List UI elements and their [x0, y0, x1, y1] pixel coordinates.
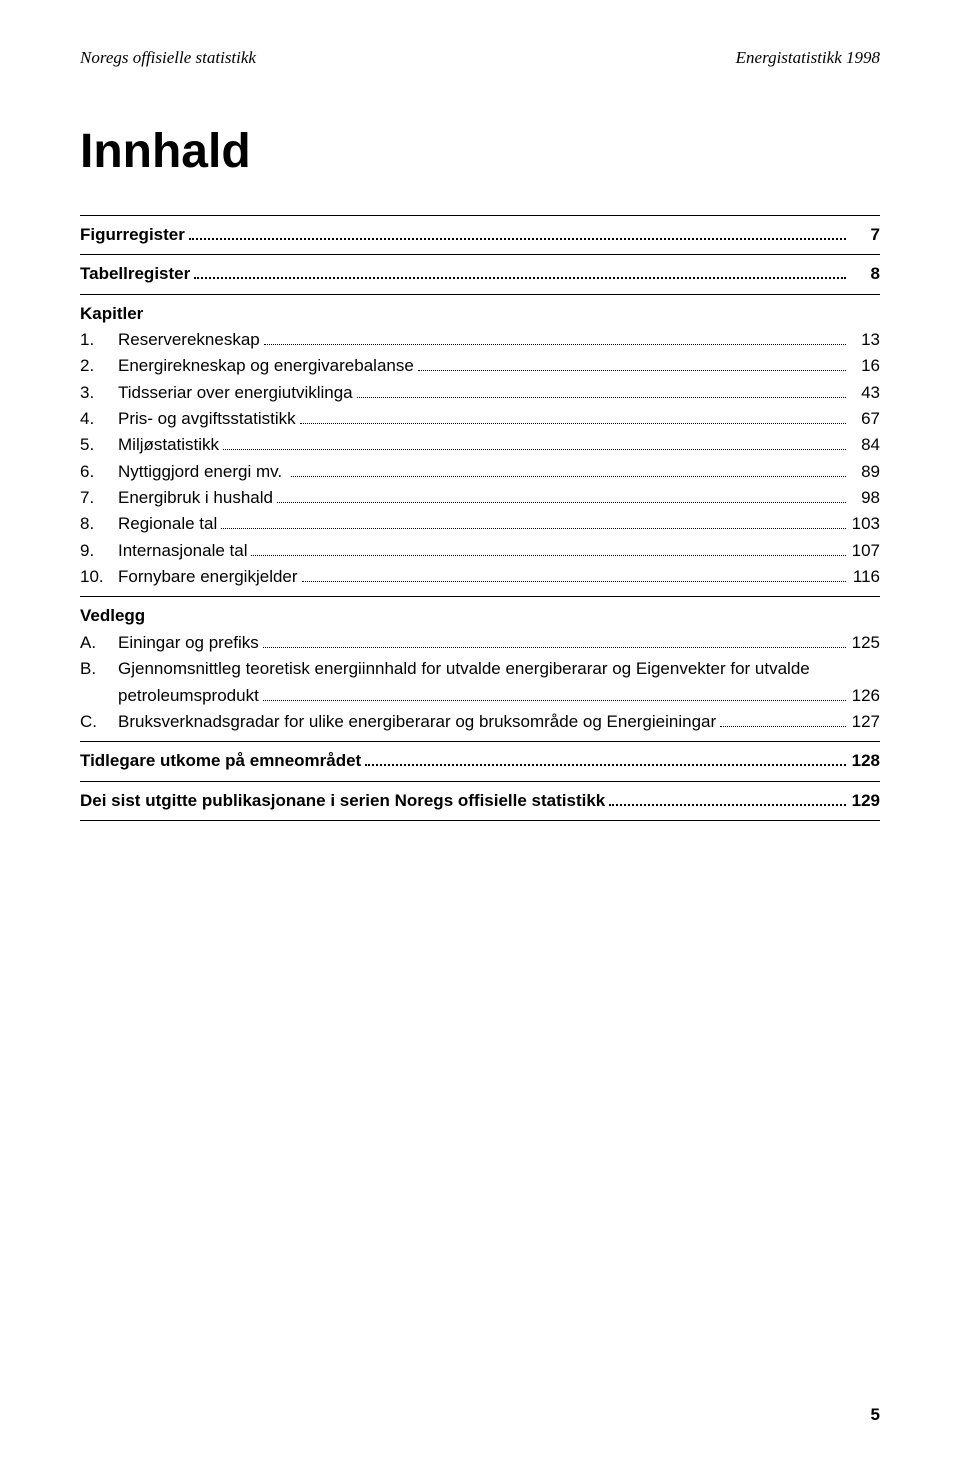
toc-entry-page: 98 — [850, 485, 880, 511]
toc-leader-dots — [221, 528, 846, 529]
toc-entry-label: Tidsseriar over energiutviklinga — [118, 380, 353, 406]
toc-entry-number: 5. — [80, 432, 118, 458]
toc-entry-page: 16 — [850, 353, 880, 379]
toc-leader-dots — [263, 700, 846, 701]
toc-section-heading: Vedlegg — [80, 603, 880, 629]
toc-entry-label: Nyttiggjord energi mv. — [118, 459, 287, 485]
toc-entry-label: Energibruk i hushald — [118, 485, 273, 511]
toc-entry: Tabellregister 8 — [80, 261, 880, 287]
toc-entry: 10.Fornybare energikjelder 116 — [80, 564, 880, 590]
toc-entry-page: 13 — [850, 327, 880, 353]
toc-entry-label: Tabellregister — [80, 261, 190, 287]
toc-leader-dots — [277, 502, 846, 503]
toc-entry-label: Fornybare energikjelder — [118, 564, 298, 590]
toc-entry-label: Gjennomsnittleg teoretisk energiinnhald … — [118, 656, 810, 682]
toc-entry: 9.Internasjonale tal 107 — [80, 538, 880, 564]
toc-section: Tidlegare utkome på emneområdet 128 — [80, 741, 880, 780]
toc-section: VedleggA.Einingar og prefiks125B.Gjennom… — [80, 596, 880, 741]
toc-leader-dots — [189, 238, 846, 240]
header-left: Noregs offisielle statistikk — [80, 48, 256, 68]
toc-leader-dots — [720, 726, 846, 727]
page-number: 5 — [871, 1405, 880, 1425]
header-right: Energistatistikk 1998 — [736, 48, 880, 68]
toc-entry-page: 43 — [850, 380, 880, 406]
toc-entry-number: 4. — [80, 406, 118, 432]
toc-entry-number: 6. — [80, 459, 118, 485]
toc-entry-label: Einingar og prefiks — [118, 630, 259, 656]
toc-entry: B.Gjennomsnittleg teoretisk energiinnhal… — [80, 656, 880, 682]
toc-entry-label: Dei sist utgitte publikasjonane i serien… — [80, 788, 605, 814]
toc-entry: 6.Nyttiggjord energi mv. 89 — [80, 459, 880, 485]
toc-leader-dots — [609, 804, 846, 806]
toc-entry: 4.Pris- og avgiftsstatistikk 67 — [80, 406, 880, 432]
toc-entry-page: 107 — [850, 538, 880, 564]
toc-entry-number: 9. — [80, 538, 118, 564]
toc-section: Kapitler1.Reserverekneskap132.Energirekn… — [80, 294, 880, 597]
toc-entry-number: 3. — [80, 380, 118, 406]
toc-entry: 8.Regionale tal 103 — [80, 511, 880, 537]
toc-leader-dots — [357, 397, 846, 398]
toc-entry-page: 128 — [850, 748, 880, 774]
toc-entry-page: 125 — [850, 630, 880, 656]
toc-entry-label: Regionale tal — [118, 511, 217, 537]
toc-entry: 5.Miljøstatistikk 84 — [80, 432, 880, 458]
toc-entry-label: Miljøstatistikk — [118, 432, 219, 458]
toc-entry: Figurregister 7 — [80, 222, 880, 248]
toc-entry: 3.Tidsseriar over energiutviklinga 43 — [80, 380, 880, 406]
toc-entry-label: Reserverekneskap — [118, 327, 260, 353]
toc-leader-dots — [194, 277, 846, 279]
toc-entry: 1.Reserverekneskap 13 — [80, 327, 880, 353]
toc-leader-dots — [302, 581, 846, 582]
toc-entry-page: 116 — [850, 564, 880, 590]
toc-entry-number: 2. — [80, 353, 118, 379]
toc-entry-number: B. — [80, 656, 118, 682]
toc-entry-label: Figurregister — [80, 222, 185, 248]
toc-entry-page: 127 — [850, 709, 880, 735]
toc-section: Figurregister 7 — [80, 215, 880, 254]
toc-entry-number: A. — [80, 630, 118, 656]
toc-leader-dots — [263, 647, 846, 648]
toc-entry-number: 7. — [80, 485, 118, 511]
toc-leader-dots — [418, 370, 846, 371]
toc-entry-number: 1. — [80, 327, 118, 353]
toc-section: Tabellregister 8 — [80, 254, 880, 293]
toc-leader-dots — [365, 764, 846, 766]
toc-entry: 2.Energirekneskap og energivarebalanse 16 — [80, 353, 880, 379]
toc-section-heading: Kapitler — [80, 301, 880, 327]
toc-entry-number: 8. — [80, 511, 118, 537]
toc-leader-dots — [300, 423, 846, 424]
toc-entry-number: C. — [80, 709, 118, 735]
toc-entry-page: 7 — [850, 222, 880, 248]
toc-entry-label: Tidlegare utkome på emneområdet — [80, 748, 361, 774]
toc-entry: Dei sist utgitte publikasjonane i serien… — [80, 788, 880, 814]
table-of-contents: Figurregister7Tabellregister8Kapitler1.R… — [80, 215, 880, 821]
toc-entry-number: 10. — [80, 564, 118, 590]
toc-entry-page: 103 — [850, 511, 880, 537]
toc-entry: A.Einingar og prefiks 125 — [80, 630, 880, 656]
toc-entry-page: 84 — [850, 432, 880, 458]
toc-entry-label: Internasjonale tal — [118, 538, 247, 564]
toc-entry: Tidlegare utkome på emneområdet 128 — [80, 748, 880, 774]
toc-entry-label: Bruksverknadsgradar for ulike energibera… — [118, 709, 716, 735]
toc-leader-dots — [264, 344, 846, 345]
toc-entry-page: 8 — [850, 261, 880, 287]
toc-leader-dots — [223, 449, 846, 450]
toc-entry-page: 126 — [850, 683, 880, 709]
toc-section: Dei sist utgitte publikasjonane i serien… — [80, 781, 880, 821]
toc-leader-dots — [291, 476, 846, 477]
toc-entry-page: 67 — [850, 406, 880, 432]
toc-entry-wrap-label: petroleumsprodukt — [118, 683, 259, 709]
toc-entry-page: 129 — [850, 788, 880, 814]
toc-leader-dots — [251, 555, 846, 556]
page-title: Innhald — [80, 124, 880, 179]
toc-entry-continuation: petroleumsprodukt 126 — [80, 683, 880, 709]
toc-entry-label: Pris- og avgiftsstatistikk — [118, 406, 296, 432]
running-header: Noregs offisielle statistikk Energistati… — [80, 48, 880, 68]
toc-entry: C.Bruksverknadsgradar for ulike energibe… — [80, 709, 880, 735]
toc-entry: 7.Energibruk i hushald 98 — [80, 485, 880, 511]
toc-entry-page: 89 — [850, 459, 880, 485]
toc-entry-label: Energirekneskap og energivarebalanse — [118, 353, 414, 379]
